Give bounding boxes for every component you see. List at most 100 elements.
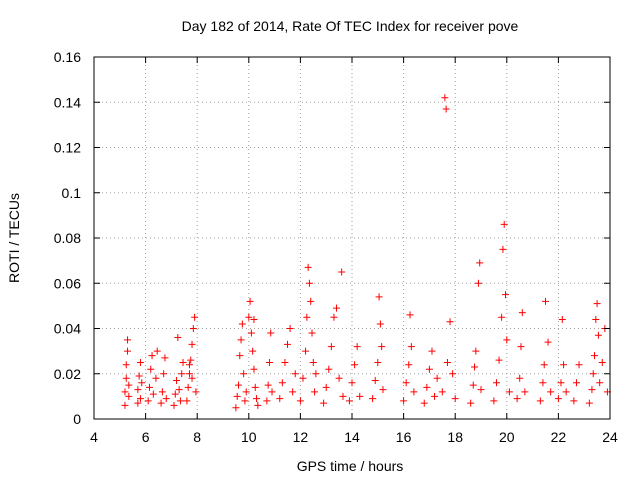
data-point <box>557 379 565 387</box>
data-points <box>121 94 611 412</box>
data-point <box>467 399 475 407</box>
data-point <box>423 383 431 391</box>
data-point <box>471 363 479 371</box>
x-tick-label: 18 <box>447 429 463 445</box>
data-point <box>378 343 386 351</box>
data-point <box>598 358 606 366</box>
data-point <box>410 388 418 396</box>
data-point <box>330 313 338 321</box>
data-point <box>542 297 549 305</box>
data-point <box>307 297 315 305</box>
data-point <box>312 370 320 378</box>
data-point <box>305 279 313 287</box>
data-point <box>134 399 142 407</box>
data-point <box>554 395 562 403</box>
x-tick-label: 8 <box>193 429 201 445</box>
data-point <box>152 374 160 382</box>
data-point <box>278 379 286 387</box>
data-point <box>125 381 133 389</box>
data-point <box>420 399 428 407</box>
x-axis-label: GPS time / hours <box>297 458 404 474</box>
y-tick-label: 0.02 <box>54 366 81 382</box>
data-point <box>122 374 130 382</box>
data-point <box>492 379 500 387</box>
data-point <box>233 392 241 400</box>
y-tick-label: 0.16 <box>54 49 81 65</box>
data-point <box>185 370 193 378</box>
data-point <box>253 395 261 403</box>
data-point <box>241 397 249 405</box>
data-point <box>302 347 310 355</box>
data-point <box>284 340 291 348</box>
data-point <box>296 397 304 405</box>
data-point <box>517 343 525 351</box>
data-point <box>303 313 311 321</box>
data-point <box>162 395 170 403</box>
data-point <box>268 388 276 396</box>
data-point <box>250 365 258 373</box>
data-point <box>348 379 356 387</box>
data-point <box>572 379 580 387</box>
data-point <box>592 315 600 323</box>
data-point <box>125 392 133 400</box>
data-point <box>251 383 259 391</box>
data-point <box>505 388 513 396</box>
data-point <box>245 313 253 321</box>
data-point <box>232 404 240 412</box>
x-tick-label: 20 <box>499 429 515 445</box>
data-point <box>309 358 317 366</box>
y-tick-label: 0.04 <box>54 321 81 337</box>
data-point <box>124 347 132 355</box>
data-point <box>311 388 319 396</box>
data-point <box>356 392 364 400</box>
data-point <box>249 347 257 355</box>
grid-lines <box>94 57 610 419</box>
data-point <box>438 388 446 396</box>
data-point <box>502 291 510 299</box>
data-point <box>187 356 195 364</box>
data-point <box>192 388 200 396</box>
data-point <box>147 365 155 373</box>
data-point <box>562 388 570 396</box>
data-point <box>353 343 361 351</box>
data-point <box>179 358 187 366</box>
data-point <box>560 361 568 369</box>
data-point <box>513 395 521 403</box>
data-point <box>320 399 328 407</box>
data-point <box>135 372 143 380</box>
data-point <box>351 361 359 369</box>
data-point <box>406 311 414 319</box>
data-point <box>371 377 379 385</box>
data-point <box>191 313 199 321</box>
data-point <box>425 365 433 373</box>
data-point <box>476 259 484 267</box>
data-point <box>171 390 179 398</box>
data-point <box>327 343 335 351</box>
data-point <box>516 374 524 382</box>
data-point <box>145 383 153 391</box>
data-point <box>185 361 193 369</box>
chart-title: Day 182 of 2014, Rate Of TEC Index for r… <box>182 18 519 34</box>
data-point <box>405 361 413 369</box>
data-point <box>176 397 184 405</box>
data-point <box>134 386 142 394</box>
data-point <box>158 388 166 396</box>
y-axis-label: ROTI / TECUs <box>6 193 22 283</box>
data-point <box>345 397 353 405</box>
y-tick-label: 0.14 <box>54 94 81 110</box>
data-point <box>477 386 485 394</box>
data-point <box>433 374 441 382</box>
data-point <box>518 309 526 317</box>
data-point <box>250 315 258 323</box>
data-point <box>124 336 132 344</box>
data-point <box>472 347 480 355</box>
data-point <box>265 358 273 366</box>
data-point <box>431 392 439 400</box>
data-point <box>178 370 186 378</box>
data-point <box>149 390 157 398</box>
data-point <box>589 370 597 378</box>
x-tick-label: 14 <box>344 429 360 445</box>
data-point <box>174 334 182 342</box>
data-point <box>369 395 377 403</box>
